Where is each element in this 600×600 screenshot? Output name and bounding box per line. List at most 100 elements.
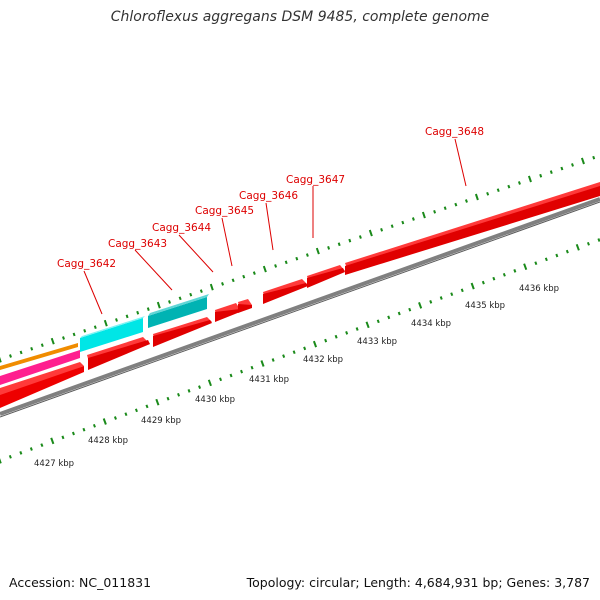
minor-tick bbox=[113, 416, 117, 420]
minor-tick bbox=[40, 343, 44, 348]
minor-tick bbox=[187, 389, 191, 393]
minor-tick bbox=[29, 447, 33, 451]
teal-feature-cagg-3643 bbox=[148, 297, 207, 328]
minor-tick bbox=[134, 408, 138, 413]
minor-tick bbox=[61, 435, 65, 440]
minor-tick bbox=[189, 292, 193, 297]
minor-tick bbox=[517, 181, 521, 185]
major-tick bbox=[0, 356, 2, 363]
minor-tick bbox=[136, 310, 140, 315]
gene-labels: Cagg_3642 Cagg_3643 Cagg_3644 Cagg_3645 … bbox=[57, 126, 484, 270]
scale-label: 4435 kbp bbox=[465, 301, 505, 311]
minor-tick bbox=[221, 282, 225, 286]
cds-arrow-cagg-3648 bbox=[345, 182, 600, 275]
orange-feature-band bbox=[0, 343, 78, 370]
cds-arrow-cagg-3646 bbox=[263, 279, 308, 304]
minor-tick bbox=[408, 307, 412, 312]
minor-tick bbox=[166, 396, 170, 401]
scale-label: 4431 kbp bbox=[249, 375, 289, 385]
cds-arrow-cagg-3643 bbox=[153, 317, 212, 347]
lower-tick-track bbox=[0, 238, 600, 464]
gene-leader-lines bbox=[83, 138, 467, 315]
minor-tick bbox=[387, 315, 391, 320]
minor-tick bbox=[376, 319, 380, 324]
scale-label: 4428 kbp bbox=[88, 436, 128, 446]
minor-tick bbox=[93, 325, 97, 330]
minor-tick bbox=[231, 278, 235, 283]
minor-tick bbox=[443, 206, 447, 211]
minor-tick bbox=[502, 272, 506, 277]
scale-label: 4430 kbp bbox=[195, 395, 235, 405]
minor-tick bbox=[337, 242, 341, 247]
gene-label: Cagg_3646 bbox=[239, 190, 298, 202]
gene-label: Cagg_3648 bbox=[425, 126, 484, 138]
accession-text: Accession: NC_011831 bbox=[9, 575, 152, 590]
minor-tick bbox=[30, 346, 34, 351]
minor-tick bbox=[327, 245, 331, 250]
major-tick bbox=[312, 340, 318, 348]
major-tick bbox=[103, 319, 108, 327]
minor-tick bbox=[62, 336, 65, 340]
minor-tick bbox=[250, 365, 254, 370]
minor-tick bbox=[555, 253, 559, 258]
minor-tick bbox=[282, 354, 286, 358]
cds-arrow-left-long bbox=[0, 362, 84, 408]
leader-cagg-3646 bbox=[265, 202, 274, 251]
major-tick bbox=[365, 321, 370, 329]
minor-tick bbox=[252, 271, 256, 275]
magenta-feature-band bbox=[0, 350, 80, 385]
minor-tick bbox=[390, 224, 394, 229]
minor-tick bbox=[460, 288, 464, 293]
minor-tick bbox=[549, 170, 553, 175]
major-tick bbox=[418, 302, 423, 309]
genome-backbone-shadow bbox=[0, 201, 600, 418]
minor-tick bbox=[274, 264, 278, 268]
minor-tick bbox=[544, 257, 548, 262]
major-tick bbox=[207, 379, 212, 387]
leader-cagg-3643 bbox=[134, 249, 173, 291]
minor-tick bbox=[82, 427, 86, 432]
minor-tick bbox=[571, 163, 574, 167]
minor-tick bbox=[145, 404, 149, 409]
minor-tick bbox=[295, 256, 299, 261]
minor-tick bbox=[305, 253, 309, 257]
gene-label: Cagg_3644 bbox=[152, 222, 211, 234]
teal-feature-cagg-3643-top bbox=[148, 294, 209, 316]
scale-label: 4432 kbp bbox=[303, 355, 343, 365]
minor-tick bbox=[303, 346, 307, 351]
cyan-feature-cagg-3642 bbox=[80, 318, 143, 352]
minor-tick bbox=[219, 377, 223, 382]
scale-label: 4434 kbp bbox=[411, 319, 451, 329]
major-tick bbox=[209, 283, 214, 291]
minor-tick bbox=[348, 238, 352, 243]
minor-tick bbox=[229, 373, 233, 378]
leader-cagg-3648 bbox=[454, 138, 467, 187]
minor-tick bbox=[83, 328, 87, 333]
minor-tick bbox=[146, 307, 150, 312]
minor-tick bbox=[72, 332, 76, 337]
minor-tick bbox=[534, 261, 538, 266]
upper-tick-track bbox=[0, 155, 596, 363]
genome-summary-text: Topology: circular; Length: 4,684,931 bp… bbox=[246, 575, 590, 590]
minor-tick bbox=[271, 358, 275, 362]
minor-tick bbox=[19, 350, 23, 355]
minor-tick bbox=[8, 454, 12, 459]
cds-arrow-cagg-3642 bbox=[87, 337, 150, 370]
minor-tick bbox=[177, 392, 181, 397]
minor-tick bbox=[71, 431, 75, 436]
minor-tick bbox=[496, 188, 500, 193]
major-tick bbox=[50, 337, 55, 345]
minor-tick bbox=[464, 199, 468, 203]
minor-tick bbox=[345, 331, 349, 335]
gene-label: Cagg_3642 bbox=[57, 258, 116, 270]
leader-cagg-3642 bbox=[83, 270, 103, 315]
major-tick bbox=[0, 458, 2, 464]
minor-tick bbox=[397, 311, 401, 316]
minor-tick bbox=[9, 354, 12, 358]
minor-tick bbox=[40, 443, 44, 447]
cds-arrow-cagg-3645 bbox=[238, 299, 252, 313]
minor-tick bbox=[439, 296, 443, 300]
gene-label: Cagg_3643 bbox=[108, 238, 167, 250]
minor-tick bbox=[486, 191, 490, 196]
major-tick bbox=[474, 193, 479, 201]
